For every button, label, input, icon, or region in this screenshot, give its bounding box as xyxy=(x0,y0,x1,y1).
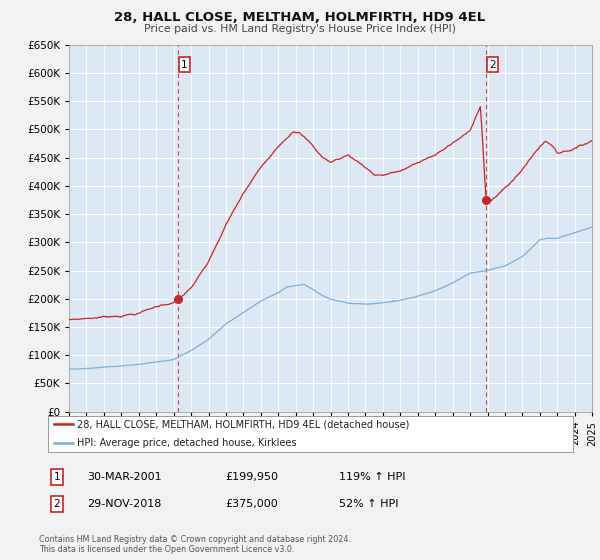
Text: 30-MAR-2001: 30-MAR-2001 xyxy=(87,472,161,482)
Text: 2: 2 xyxy=(53,499,61,509)
Text: 2: 2 xyxy=(490,59,496,69)
Text: 1: 1 xyxy=(53,472,61,482)
Text: 28, HALL CLOSE, MELTHAM, HOLMFIRTH, HD9 4EL (detached house): 28, HALL CLOSE, MELTHAM, HOLMFIRTH, HD9 … xyxy=(77,419,409,430)
Text: 1: 1 xyxy=(181,59,188,69)
Text: This data is licensed under the Open Government Licence v3.0.: This data is licensed under the Open Gov… xyxy=(39,545,295,554)
Text: Contains HM Land Registry data © Crown copyright and database right 2024.: Contains HM Land Registry data © Crown c… xyxy=(39,535,351,544)
Text: £375,000: £375,000 xyxy=(225,499,278,509)
Text: HPI: Average price, detached house, Kirklees: HPI: Average price, detached house, Kirk… xyxy=(77,438,296,449)
Text: 28, HALL CLOSE, MELTHAM, HOLMFIRTH, HD9 4EL: 28, HALL CLOSE, MELTHAM, HOLMFIRTH, HD9 … xyxy=(115,11,485,24)
Text: £199,950: £199,950 xyxy=(225,472,278,482)
Text: 29-NOV-2018: 29-NOV-2018 xyxy=(87,499,161,509)
Text: 119% ↑ HPI: 119% ↑ HPI xyxy=(339,472,406,482)
Text: Price paid vs. HM Land Registry's House Price Index (HPI): Price paid vs. HM Land Registry's House … xyxy=(144,24,456,34)
Text: 52% ↑ HPI: 52% ↑ HPI xyxy=(339,499,398,509)
